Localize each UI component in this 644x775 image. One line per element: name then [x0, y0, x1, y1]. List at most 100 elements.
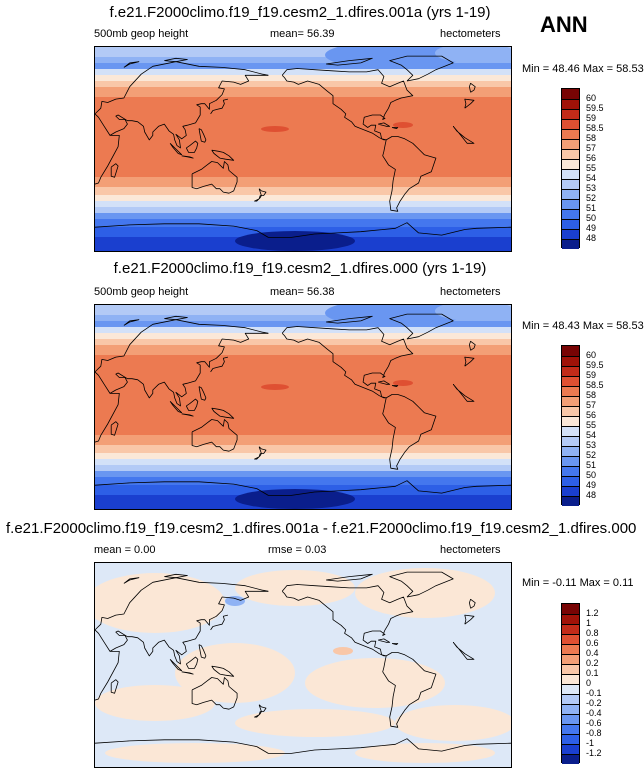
coastline: [382, 136, 437, 212]
coastline: [164, 315, 188, 321]
coastline: [211, 149, 235, 161]
panel3-units-label: hectometers: [440, 544, 501, 556]
coastline: [391, 127, 399, 129]
map-feature: [435, 305, 511, 321]
map-band: [95, 459, 511, 465]
colorbar-swatch: [562, 189, 579, 199]
colorbar-swatch: [562, 634, 579, 644]
colorbar-tick-label: -0.1: [586, 688, 602, 698]
colorbar-swatch: [562, 496, 579, 506]
coastline: [169, 659, 183, 672]
coastline: [123, 61, 140, 68]
coastline: [326, 573, 373, 582]
map-band: [95, 305, 511, 315]
coastline: [464, 356, 475, 367]
colorbar-swatch: [562, 209, 579, 219]
colorbar-swatch: [562, 139, 579, 149]
colorbar-tick-label: 58.5: [586, 123, 604, 133]
coastline: [211, 665, 235, 677]
colorbar-swatch: [562, 604, 579, 614]
map-feature: [105, 743, 285, 763]
panel2-minmax: Min = 48.43 Max = 58.53: [522, 320, 644, 332]
coastline: [95, 738, 511, 754]
colorbar-tick-label: 51: [586, 460, 597, 470]
map-band: [95, 63, 511, 69]
coastline: [95, 319, 269, 373]
coastline: [258, 188, 267, 196]
coastline: [191, 677, 238, 710]
coastline: [110, 163, 119, 178]
colorbar-swatch: [562, 714, 579, 724]
colorbar-swatch: [562, 614, 579, 624]
colorbar-tick-label: 49: [586, 223, 597, 233]
coastline: [191, 161, 238, 194]
map-band: [95, 219, 511, 227]
colorbar-tick-label: -1: [586, 738, 595, 748]
colorbar-swatch: [562, 436, 579, 446]
map-band: [95, 195, 511, 201]
colorbar-tick-label: -0.4: [586, 708, 602, 718]
colorbar-swatch: [562, 159, 579, 169]
colorbar-swatch: [562, 644, 579, 654]
coastline: [95, 480, 511, 496]
coastline: [452, 642, 475, 660]
coastline: [123, 319, 140, 326]
colorbar-tick-label: 0.8: [586, 628, 599, 638]
coastline: [191, 419, 238, 452]
coastline: [377, 122, 391, 127]
coastline: [377, 380, 391, 385]
colorbar-swatch: [562, 744, 579, 754]
coastline: [95, 222, 511, 238]
colorbar-tick-label: 59.5: [586, 360, 604, 370]
colorbar-swatch: [562, 356, 579, 366]
colorbar-tick-label: 58: [586, 390, 597, 400]
colorbar-tick-label: 59.5: [586, 103, 604, 113]
coastline: [468, 82, 476, 93]
colorbar-tick-label: 50: [586, 213, 597, 223]
coastline: [95, 61, 269, 115]
map-band: [95, 87, 511, 97]
panel1-map-svg: [95, 47, 511, 251]
map-band: [95, 333, 511, 339]
map-band: [95, 471, 511, 477]
coastline: [110, 421, 119, 436]
map-feature: [261, 126, 289, 132]
map-band: [95, 177, 511, 187]
colorbar-tick-label: 60: [586, 350, 597, 360]
colorbar-swatch: [562, 386, 579, 396]
colorbar-tick-label: 0.2: [586, 658, 599, 668]
colorbar-swatch: [562, 239, 579, 249]
panel1-units-label: hectometers: [440, 28, 501, 40]
colorbar-tick-label: 1: [586, 618, 592, 628]
colorbar-swatch: [562, 684, 579, 694]
coastline: [254, 711, 262, 718]
coastline: [164, 57, 188, 63]
colorbar-tick-label: -0.6: [586, 718, 602, 728]
colorbar-tick-label: 54: [586, 173, 597, 183]
panel2-map-svg: [95, 305, 511, 509]
colorbar-tick-label: 51: [586, 203, 597, 213]
map-band: [95, 465, 511, 471]
panel1-title: f.e21.F2000climo.f19_f19.cesm2_1.dfires.…: [109, 4, 491, 21]
colorbar-tick-label: -0.2: [586, 698, 602, 708]
coastline: [198, 644, 207, 659]
map-band: [95, 345, 511, 355]
map-feature: [395, 705, 511, 741]
colorbar-tick-label: 58: [586, 133, 597, 143]
coastline: [169, 401, 183, 414]
coastline: [185, 398, 199, 411]
colorbar-swatch: [562, 346, 579, 356]
panel3-rmse-label: rmse = 0.03: [268, 544, 327, 556]
map-band: [95, 57, 511, 63]
panel3-colorbar: [561, 603, 580, 764]
colorbar-tick-label: 49: [586, 480, 597, 490]
panel1-map: [94, 46, 512, 252]
coastline: [452, 384, 475, 402]
map-feature: [325, 47, 465, 69]
coastline: [181, 155, 194, 159]
coastline: [185, 656, 199, 669]
colorbar-tick-label: 52: [586, 450, 597, 460]
coastline: [389, 55, 454, 82]
panel1-left-label: 500mb geop height: [94, 28, 189, 40]
coastline: [198, 386, 207, 401]
